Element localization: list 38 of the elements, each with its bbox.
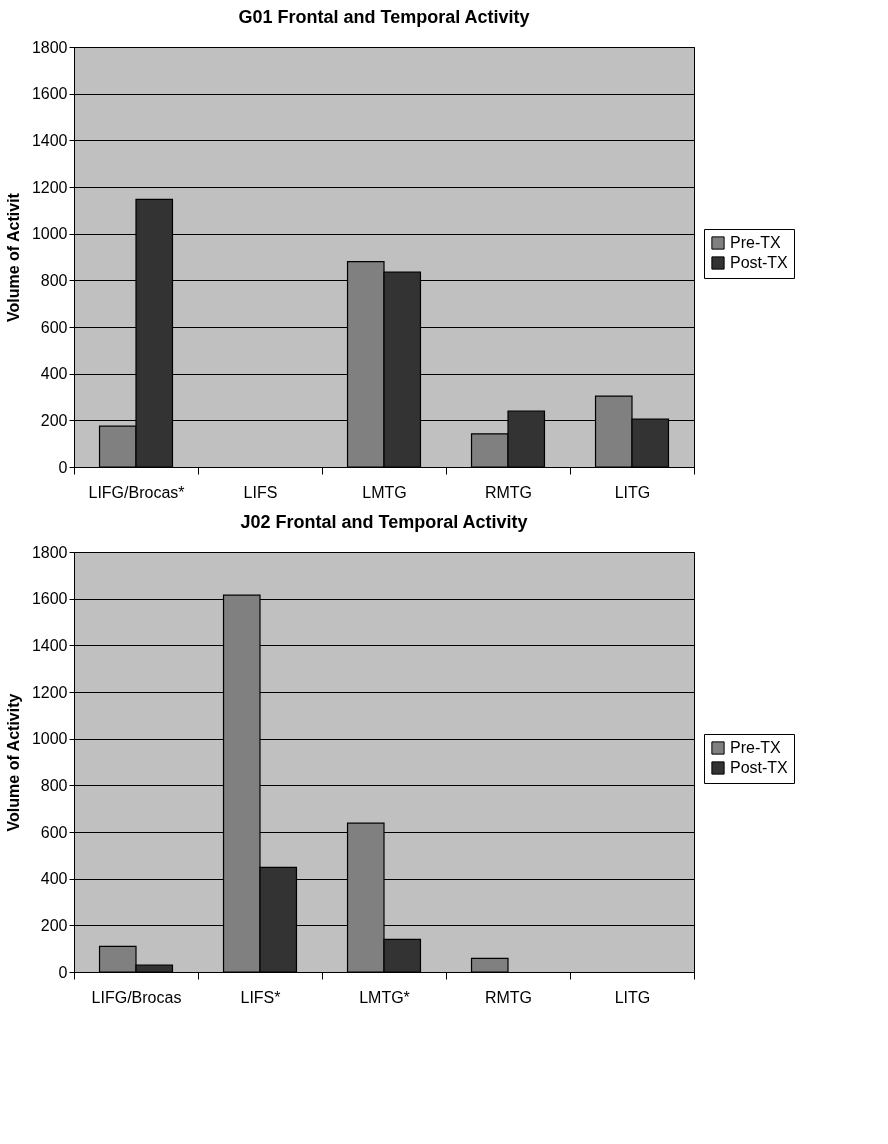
x-tick-label: LIFG/Brocas* [88, 483, 185, 501]
legend-label: Pre-TX [730, 234, 781, 251]
legend-label: Post-TX [730, 759, 789, 776]
y-tick-label: 1800 [31, 543, 68, 561]
y-tick-label: 200 [40, 411, 68, 429]
chart-title: J02 Frontal and Temporal Activity [240, 512, 528, 532]
x-tick-label: LIFS* [240, 988, 281, 1006]
y-tick-label: 1600 [31, 590, 68, 608]
y-tick-label: 0 [58, 963, 68, 981]
y-tick-label: 1000 [31, 730, 68, 748]
x-tick-label: RMTG [484, 988, 533, 1006]
y-tick-label: 600 [40, 318, 68, 336]
y-tick-label: 1200 [31, 683, 68, 701]
y-tick-label: 400 [40, 365, 68, 383]
y-axis-title: Volume of Activity [4, 693, 22, 832]
y-tick-label: 800 [40, 776, 68, 794]
y-tick-label: 600 [40, 823, 68, 841]
x-tick-label: LITG [614, 483, 651, 501]
y-tick-label: 1800 [31, 38, 68, 56]
y-axis-title: Volume of Activit [4, 192, 22, 322]
y-tick-label: 1400 [31, 131, 68, 149]
y-tick-label: 400 [40, 870, 68, 888]
legend-label: Pre-TX [730, 739, 781, 756]
y-tick-label: 0 [58, 458, 68, 476]
x-tick-label: LITG [614, 988, 651, 1006]
x-tick-label: LMTG* [359, 988, 410, 1006]
chart-title: G01 Frontal and Temporal Activity [238, 7, 530, 27]
x-tick-label: LMTG [362, 483, 407, 501]
y-tick-label: 1600 [31, 85, 68, 103]
y-tick-label: 200 [40, 916, 68, 934]
y-tick-label: 1000 [31, 225, 68, 243]
y-tick-label: 800 [40, 271, 68, 289]
legend-label: Post-TX [730, 254, 789, 271]
y-tick-label: 1400 [31, 636, 68, 654]
x-tick-label: LIFG/Brocas [91, 988, 182, 1006]
y-tick-label: 1200 [31, 178, 68, 196]
x-tick-label: RMTG [484, 483, 533, 501]
x-tick-label: LIFS [243, 483, 278, 501]
